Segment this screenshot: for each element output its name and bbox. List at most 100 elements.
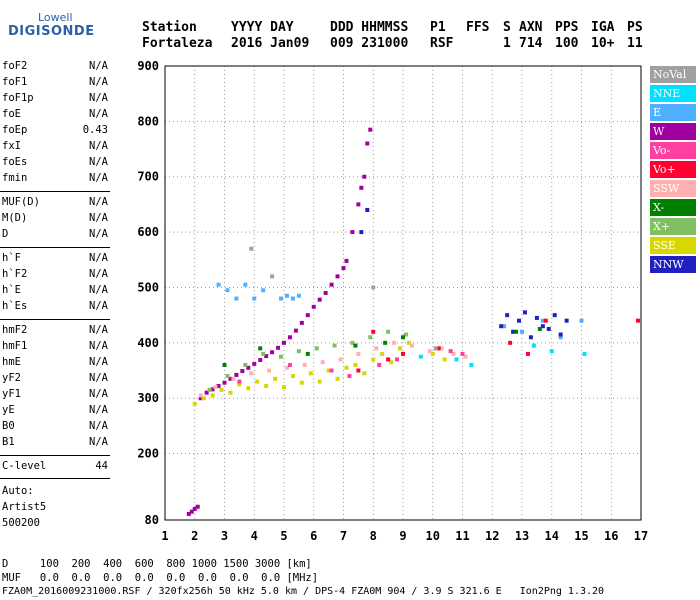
param-value: N/A — [89, 140, 108, 152]
x-tick-label: 10 — [426, 529, 440, 543]
data-point-w — [240, 369, 245, 374]
param-label: foEp — [2, 124, 28, 136]
legend-label: Vo+ — [653, 163, 676, 176]
param-label: hmF1 — [2, 340, 28, 352]
auto-text: 500200 — [2, 517, 40, 529]
y-tick-label: 200 — [137, 447, 159, 461]
legend-item-vo-minus: Vo- — [650, 142, 696, 159]
auto-version: 500200 — [2, 517, 108, 533]
data-point-w — [293, 328, 298, 333]
param-row: hmF1 N/A — [2, 340, 108, 356]
param-row: yE N/A — [2, 404, 108, 420]
param-row: B1 N/A — [2, 436, 108, 452]
param-value: N/A — [89, 324, 108, 336]
data-point-ssw — [392, 340, 397, 345]
header-axn-label: AXN — [519, 20, 543, 35]
x-tick-label: 5 — [280, 529, 287, 543]
data-point-vo- — [636, 318, 641, 323]
data-point-nnw — [517, 318, 522, 323]
x-tick-label: 1 — [161, 529, 168, 543]
clevel-label: C-level — [2, 460, 47, 472]
param-row: fmin N/A — [2, 172, 108, 188]
data-point-sse — [192, 401, 197, 406]
x-tick-label: 11 — [455, 529, 469, 543]
data-point-sse — [219, 387, 224, 392]
param-value: N/A — [89, 60, 108, 72]
param-label: yF1 — [2, 388, 21, 400]
data-point-nne — [418, 354, 423, 359]
data-point-sse — [255, 379, 260, 384]
data-point-noval — [270, 274, 275, 279]
data-point-w — [228, 376, 233, 381]
data-point-w — [189, 509, 194, 514]
data-point-nnw — [534, 315, 539, 320]
data-point-noval — [371, 285, 376, 290]
x-tick-label: 3 — [221, 529, 228, 543]
param-value: N/A — [89, 372, 108, 384]
clevel-row: C-level 44 — [2, 460, 108, 476]
data-point-sse — [282, 385, 286, 390]
footer-d-row: D 100 200 400 600 800 1000 1500 3000 [km… — [2, 558, 312, 570]
data-point-ssw — [374, 346, 379, 351]
x-tick-label: 16 — [604, 529, 618, 543]
param-row: foEp 0.43 — [2, 124, 108, 140]
param-value: N/A — [89, 268, 108, 280]
data-point-x- — [207, 387, 212, 392]
x-tick-label: 17 — [634, 529, 648, 543]
param-row: M(D) N/A — [2, 212, 108, 228]
data-point-nnw — [564, 318, 569, 323]
param-label: B0 — [2, 420, 15, 432]
data-point-e — [261, 288, 266, 293]
auto-label: Auto: — [2, 485, 108, 501]
data-point-x- — [222, 362, 227, 367]
param-divider — [0, 455, 110, 456]
header-pps-label: PPS — [555, 20, 579, 35]
legend-item-w: W — [650, 123, 696, 140]
data-point-vo- — [543, 318, 548, 323]
data-point-vo- — [356, 368, 361, 373]
param-value: N/A — [89, 212, 108, 224]
param-row: h`Es N/A — [2, 300, 108, 316]
legend-item-x-plus: X+ — [650, 218, 696, 235]
data-point-w — [311, 304, 316, 309]
data-point-w — [192, 506, 197, 511]
y-tick-label: 80 — [145, 513, 159, 527]
y-tick-label: 900 — [137, 59, 159, 73]
legend-item-vo-plus: Vo+ — [650, 161, 696, 178]
data-point-nnw — [540, 324, 545, 329]
param-value: N/A — [89, 356, 108, 368]
data-point-nne — [454, 357, 459, 362]
param-value: N/A — [89, 156, 108, 168]
param-row: h`F2 N/A — [2, 268, 108, 284]
data-point-x- — [332, 343, 337, 348]
data-point-e — [296, 293, 301, 298]
param-row: foEs N/A — [2, 156, 108, 172]
data-point-nnw — [511, 329, 516, 334]
param-row: MUF(D) N/A — [2, 196, 108, 212]
data-point-x- — [261, 351, 266, 356]
data-point-x- — [314, 346, 319, 351]
legend-item-nne: NNE — [650, 85, 696, 102]
data-point-vo- — [395, 357, 400, 362]
data-point-e — [502, 324, 507, 329]
data-point-nne — [582, 351, 587, 356]
data-point-x- — [279, 354, 284, 359]
data-point-noval — [433, 346, 438, 351]
data-point-e — [540, 318, 545, 323]
data-point-w — [323, 291, 328, 295]
data-point-w — [305, 313, 310, 318]
y-tick-label: 500 — [137, 280, 159, 294]
data-point-sse — [210, 393, 215, 398]
x-tick-label: 7 — [340, 529, 347, 543]
data-point-vo- — [371, 329, 376, 334]
data-point-sse — [246, 386, 251, 391]
param-label: h`E — [2, 284, 21, 296]
header-p1-value: RSF — [430, 36, 454, 51]
data-point-vo- — [448, 349, 453, 354]
data-point-w — [356, 202, 361, 207]
data-point-sse — [273, 376, 278, 381]
data-point-ssw — [427, 349, 432, 354]
param-label: foEs — [2, 156, 28, 168]
data-point-vo- — [377, 362, 382, 367]
